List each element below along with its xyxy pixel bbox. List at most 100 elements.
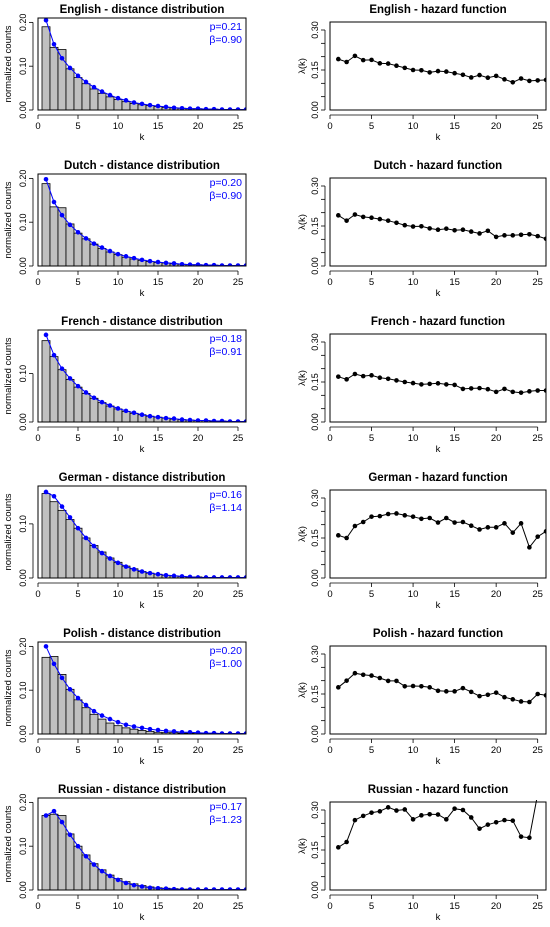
- fit-point: [107, 92, 113, 98]
- hazard-point: [369, 673, 374, 678]
- y-tick-label: 0.00: [18, 257, 28, 275]
- fit-point: [75, 525, 81, 531]
- hazard-point: [394, 220, 399, 226]
- plot-frame: [37, 17, 247, 111]
- panel-title: German - distance distribution: [59, 472, 226, 484]
- bar: [81, 393, 91, 422]
- fit-point: [67, 376, 73, 381]
- x-tick-label: 0: [35, 589, 40, 600]
- x-tick-label: 15: [153, 433, 164, 444]
- fit-point: [235, 575, 241, 578]
- hazard-point: [518, 834, 524, 839]
- fit-point: [83, 535, 89, 541]
- y-tick-label: 0.10: [18, 365, 28, 383]
- y-axis: 0.00 0.10 0.20 normalized counts: [3, 14, 34, 119]
- parameter-label: β=0.91: [209, 346, 242, 358]
- fit-point: [123, 408, 129, 414]
- bar: [105, 722, 115, 734]
- panel-title: Russian - distance distribution: [58, 784, 226, 796]
- fit-point: [227, 731, 233, 734]
- hazard-point: [527, 545, 532, 550]
- hazard-point: [527, 231, 532, 237]
- fit-point: [179, 887, 185, 890]
- fit-point: [115, 251, 121, 257]
- panel-title: German - hazard function: [368, 472, 507, 484]
- hazard-point: [427, 685, 432, 690]
- hazard-point: [493, 234, 499, 240]
- bar: [81, 854, 91, 890]
- hazard-point: [360, 813, 366, 819]
- x-tick-label: 25: [532, 433, 543, 444]
- parameter-label: β=1.23: [209, 814, 242, 826]
- plot-frame: [37, 173, 247, 267]
- hazard-point: [485, 525, 491, 530]
- fit-point: [59, 504, 65, 509]
- hazard-point: [527, 389, 532, 394]
- hazard-point: [485, 228, 491, 234]
- x-tick-label: 10: [408, 121, 419, 132]
- hazard-point: [427, 226, 432, 231]
- x-tick-label: 0: [327, 277, 332, 288]
- fit-point: [163, 415, 169, 421]
- fit-point: [235, 887, 241, 890]
- hazard-point: [419, 382, 424, 387]
- fit-point: [219, 418, 225, 422]
- x-axis: 0 5 10 15 20 25 k: [327, 114, 543, 143]
- hazard-point: [518, 521, 524, 526]
- hazard-point: [485, 386, 491, 392]
- fit-point: [131, 255, 137, 261]
- x-tick-label: 0: [327, 901, 332, 912]
- x-axis: 0 5 10 15 20 25 k: [35, 114, 243, 143]
- hazard-point: [410, 683, 416, 689]
- x-tick-label: 15: [153, 277, 164, 288]
- fit-point: [195, 106, 201, 110]
- hazard-point: [435, 227, 441, 233]
- y-axis: 0.00 0.10 0.20 normalized counts: [3, 794, 34, 899]
- fit-point: [131, 100, 137, 105]
- y-axis: 0.00 0.10 0.20 normalized counts: [3, 638, 34, 743]
- hazard-point: [535, 792, 540, 797]
- hazard-point: [369, 514, 374, 519]
- panel-title: English - hazard function: [369, 4, 506, 16]
- fit-point: [171, 886, 177, 890]
- x-axis: 0 5 10 15 20 25 k: [35, 426, 243, 455]
- fit-point: [115, 95, 121, 101]
- x-axis: 0 5 10 15 20 25 k: [327, 426, 543, 455]
- y-tick-label: 0.10: [18, 681, 28, 699]
- y-axis-label: normalized counts: [3, 649, 14, 726]
- bar: [41, 183, 51, 266]
- hazard-point: [535, 691, 540, 697]
- hazard-point: [394, 808, 399, 813]
- parameter-label: β=1.00: [209, 658, 242, 670]
- bar: [105, 251, 115, 266]
- hazard-point: [493, 690, 499, 695]
- fit-point: [211, 575, 217, 578]
- x-axis-label: k: [140, 756, 145, 767]
- bar: [89, 713, 99, 734]
- bar: [113, 725, 123, 734]
- fit-point: [147, 570, 153, 576]
- fit-point: [171, 261, 177, 266]
- fit-point: [115, 719, 121, 725]
- x-tick-label: 15: [449, 901, 460, 912]
- hazard-point: [360, 373, 366, 379]
- x-tick-label: 10: [408, 277, 419, 288]
- fit-point: [67, 832, 73, 838]
- fit-point: [155, 885, 161, 890]
- hazard-point: [385, 218, 391, 223]
- fit-point: [243, 887, 246, 890]
- x-tick-label: 20: [491, 121, 502, 132]
- hazard-point: [385, 678, 391, 684]
- bar: [49, 501, 59, 578]
- hazard-point: [477, 826, 482, 831]
- x-tick-label: 0: [327, 433, 332, 444]
- fit-point: [243, 263, 246, 266]
- x-tick-label: 10: [408, 745, 419, 756]
- fit-point: [187, 106, 193, 110]
- parameter-label: p=0.18: [210, 333, 243, 345]
- y-axis-label: normalized counts: [3, 181, 14, 258]
- bar: [105, 557, 115, 578]
- x-tick-label: 15: [153, 745, 164, 756]
- fit-point: [195, 418, 201, 422]
- x-tick-label: 15: [449, 121, 460, 132]
